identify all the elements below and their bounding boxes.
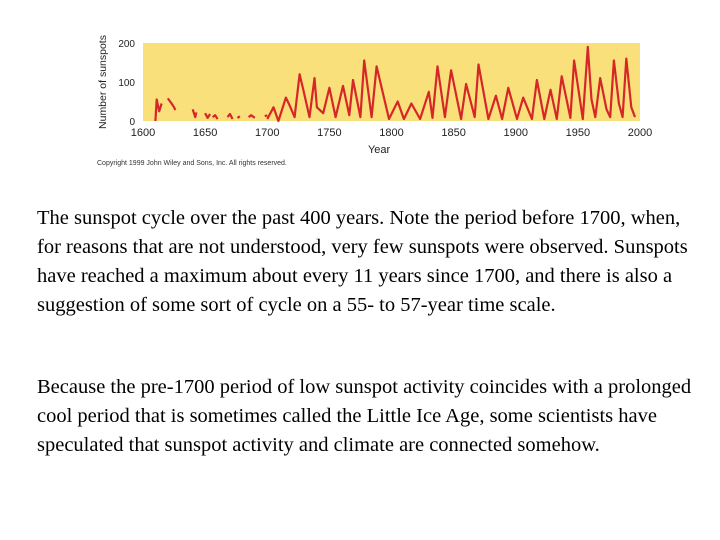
caption-paragraph-1: The sunspot cycle over the past 400 year…: [37, 207, 688, 316]
x-axis-label: Year: [368, 144, 391, 156]
x-tick-label: 2000: [628, 127, 652, 139]
caption-paragraph-2: Because the pre-1700 period of low sunsp…: [37, 376, 692, 456]
x-tick-label: 1600: [131, 127, 155, 139]
x-tick-label: 1850: [441, 127, 465, 139]
x-tick-labels: 1600 1650 1700 1750 1800 1850 1900 1950 2000: [131, 127, 652, 139]
sunspot-series-segment-1: [166, 97, 177, 111]
sunspot-series-segment-7: [247, 114, 256, 119]
sunspot-series-segment-0: [154, 98, 163, 122]
sunspot-chart: 1600 1650 1700 1750 1800 1850 1900 1950 2000 0 10…: [97, 35, 652, 156]
sunspot-series-segment-6: [236, 115, 241, 119]
x-tick-label: 1950: [566, 127, 590, 139]
y-tick-label: 100: [118, 78, 135, 89]
copyright-notice: Copyright 1999 John Wiley and Sons, Inc.…: [97, 160, 287, 167]
sunspot-series-segment-9: [266, 45, 637, 123]
x-tick-label: 1650: [193, 127, 217, 139]
plot-background: [143, 43, 640, 121]
y-tick-label: 0: [129, 117, 135, 128]
series-layer: [154, 45, 637, 123]
y-tick-label: 200: [118, 39, 135, 50]
sunspot-series-segment-5: [226, 112, 234, 120]
y-tick-labels: 0 100 200: [118, 39, 135, 128]
x-tick-label: 1900: [504, 127, 528, 139]
y-axis-label: Number of sunspots: [97, 35, 109, 129]
sunspot-series-segment-2: [191, 108, 198, 119]
x-tick-label: 1800: [379, 127, 403, 139]
sunspot-series-segment-4: [211, 114, 219, 120]
x-tick-label: 1750: [317, 127, 341, 139]
sunspot-series-segment-3: [204, 112, 212, 120]
sunspot-series-segment-8: [264, 114, 268, 118]
x-tick-label: 1700: [255, 127, 279, 139]
